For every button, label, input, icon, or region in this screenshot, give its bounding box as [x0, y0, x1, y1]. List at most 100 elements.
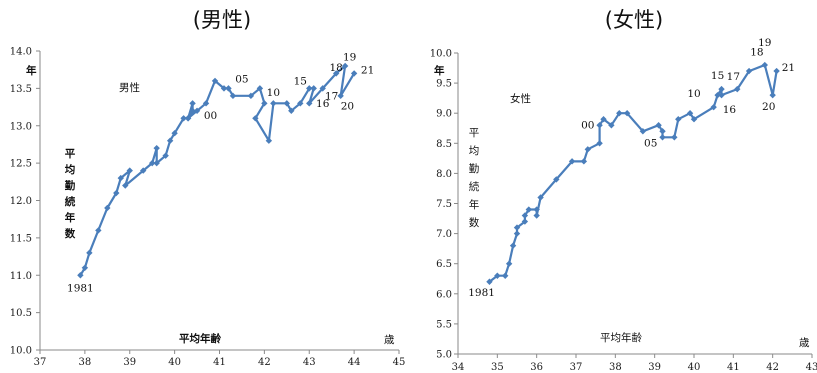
- male-data-point: [306, 100, 313, 107]
- female-data-point: [509, 242, 517, 249]
- male-x-tick-label: 38: [79, 357, 92, 368]
- female-y-tick-label: 5.5: [436, 319, 452, 330]
- female-x-tick-label: 40: [688, 362, 701, 373]
- male-series-line: [79, 64, 356, 276]
- female-data-point: [525, 206, 532, 213]
- female-series-line: [488, 63, 778, 283]
- female-data-point: [502, 272, 509, 279]
- male-x-tick-label: 43: [303, 357, 316, 368]
- male-data-point: [153, 144, 160, 152]
- female-year-annotation: 10: [687, 88, 700, 100]
- female-data-point: [521, 212, 529, 219]
- female-data-point: [714, 91, 721, 99]
- female-data-point: [553, 176, 560, 183]
- female-x-tick-label: 38: [609, 362, 622, 373]
- male-data-point: [306, 85, 313, 92]
- female-data-point: [675, 116, 682, 123]
- female-data-point: [710, 103, 717, 111]
- male-data-point: [184, 115, 192, 122]
- male-data-point: [122, 182, 129, 189]
- male-data-point: [104, 204, 111, 212]
- female-data-point: [655, 122, 662, 129]
- male-y-tick-label: 13.5: [10, 84, 32, 95]
- female-data-point: [608, 122, 615, 129]
- female-data-point: [486, 278, 493, 285]
- male-data-point: [162, 152, 169, 159]
- male-y-tick-label: 14.0: [10, 47, 32, 58]
- male-year-annotation: 18: [329, 62, 342, 74]
- male-data-point: [148, 159, 156, 167]
- male-y-axis-title-char: 均: [65, 163, 76, 176]
- male-y-axis-title-char: 勤: [65, 179, 76, 192]
- female-year-annotation: 21: [782, 62, 795, 74]
- female-data-point: [639, 128, 647, 135]
- male-data-point: [252, 115, 259, 122]
- female-y-tick-label: 8.5: [436, 139, 452, 150]
- female-year-annotation: 00: [581, 119, 594, 131]
- male-data-point: [332, 70, 340, 77]
- male-data-point: [166, 137, 174, 144]
- female-data-point: [718, 91, 725, 99]
- female-y-tick-label: 8.0: [436, 169, 452, 180]
- female-data-point: [773, 67, 780, 75]
- male-year-annotation: 05: [235, 73, 248, 85]
- female-data-point: [600, 116, 607, 123]
- male-x-tick-label: 45: [393, 357, 406, 368]
- male-data-point: [193, 107, 201, 114]
- female-y-tick-label: 7.0: [436, 229, 452, 240]
- female-data-point: [659, 128, 666, 135]
- female-data-point: [533, 212, 540, 219]
- female-data-point: [671, 134, 678, 141]
- male-data-point: [180, 115, 187, 122]
- male-data-point: [288, 107, 295, 114]
- female-year-annotation: 20: [762, 101, 775, 113]
- female-year-annotation: 18: [750, 46, 763, 58]
- male-x-tick-label: 41: [213, 357, 226, 368]
- female-y-tick-label: 5.0: [436, 350, 452, 361]
- male-data-point: [171, 130, 178, 137]
- male-series-label: 男性: [119, 81, 140, 94]
- female-x-tick-label: 37: [570, 362, 583, 373]
- male-data-point: [297, 100, 304, 107]
- male-data-point: [261, 100, 268, 107]
- female-data-point: [745, 67, 753, 75]
- female-y-axis-title-char: 数: [469, 216, 480, 229]
- male-data-point: [341, 62, 349, 70]
- male-year-annotation: 17: [325, 91, 338, 103]
- female-data-point: [623, 110, 631, 117]
- male-y-tick-label: 11.0: [10, 271, 32, 282]
- male-y-axis-title-char: 年: [65, 211, 76, 224]
- female-data-point: [616, 110, 623, 117]
- female-y-tick-label: 7.5: [436, 199, 452, 210]
- male-y-tick-label: 11.5: [10, 233, 32, 244]
- male-data-point: [113, 189, 120, 197]
- female-data-point: [596, 122, 603, 129]
- female-data-point: [761, 61, 768, 69]
- male-data-point: [350, 70, 358, 77]
- female-y-axis-title-char: 年: [469, 198, 480, 211]
- male-data-point: [225, 85, 232, 92]
- male-data-point: [95, 227, 102, 234]
- female-data-point: [769, 91, 776, 99]
- female-y-tick-label: 9.5: [436, 79, 452, 90]
- female-y-axis-title-char: 続: [469, 180, 480, 193]
- male-data-point: [140, 167, 147, 174]
- female-chart-title: (女性): [605, 8, 663, 32]
- male-year-annotation: 00: [204, 110, 217, 122]
- female-x-unit-label: 歳: [799, 337, 810, 349]
- male-data-point: [247, 92, 255, 100]
- female-year-annotation: 16: [723, 104, 737, 116]
- male-data-point: [202, 100, 210, 107]
- male-data-point: [211, 77, 219, 85]
- male-year-annotation: 16: [316, 98, 330, 110]
- male-year-annotation: 19: [343, 52, 356, 64]
- male-data-point: [86, 249, 93, 257]
- male-year-annotation: 15: [294, 76, 307, 88]
- male-year-annotation: 1981: [67, 283, 94, 295]
- female-y-tick-label: 6.0: [436, 289, 452, 300]
- female-data-point: [513, 230, 521, 237]
- female-y-axis-title-char: 平: [469, 127, 480, 139]
- male-data-point: [319, 85, 326, 92]
